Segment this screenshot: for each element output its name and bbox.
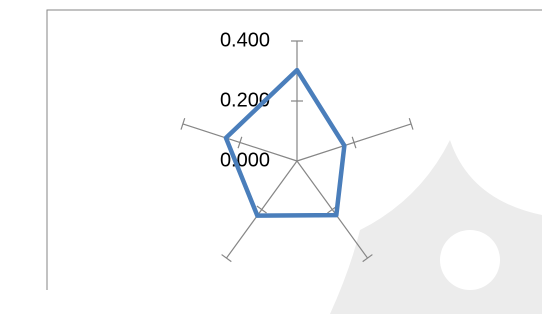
chart: 0.0000.2000.400	[0, 0, 542, 314]
tick-mark	[222, 255, 232, 262]
r-tick-label: 0.000	[220, 149, 270, 171]
tick-mark	[257, 206, 267, 213]
r-tick-label: 0.400	[220, 29, 270, 51]
watermark	[330, 140, 542, 314]
